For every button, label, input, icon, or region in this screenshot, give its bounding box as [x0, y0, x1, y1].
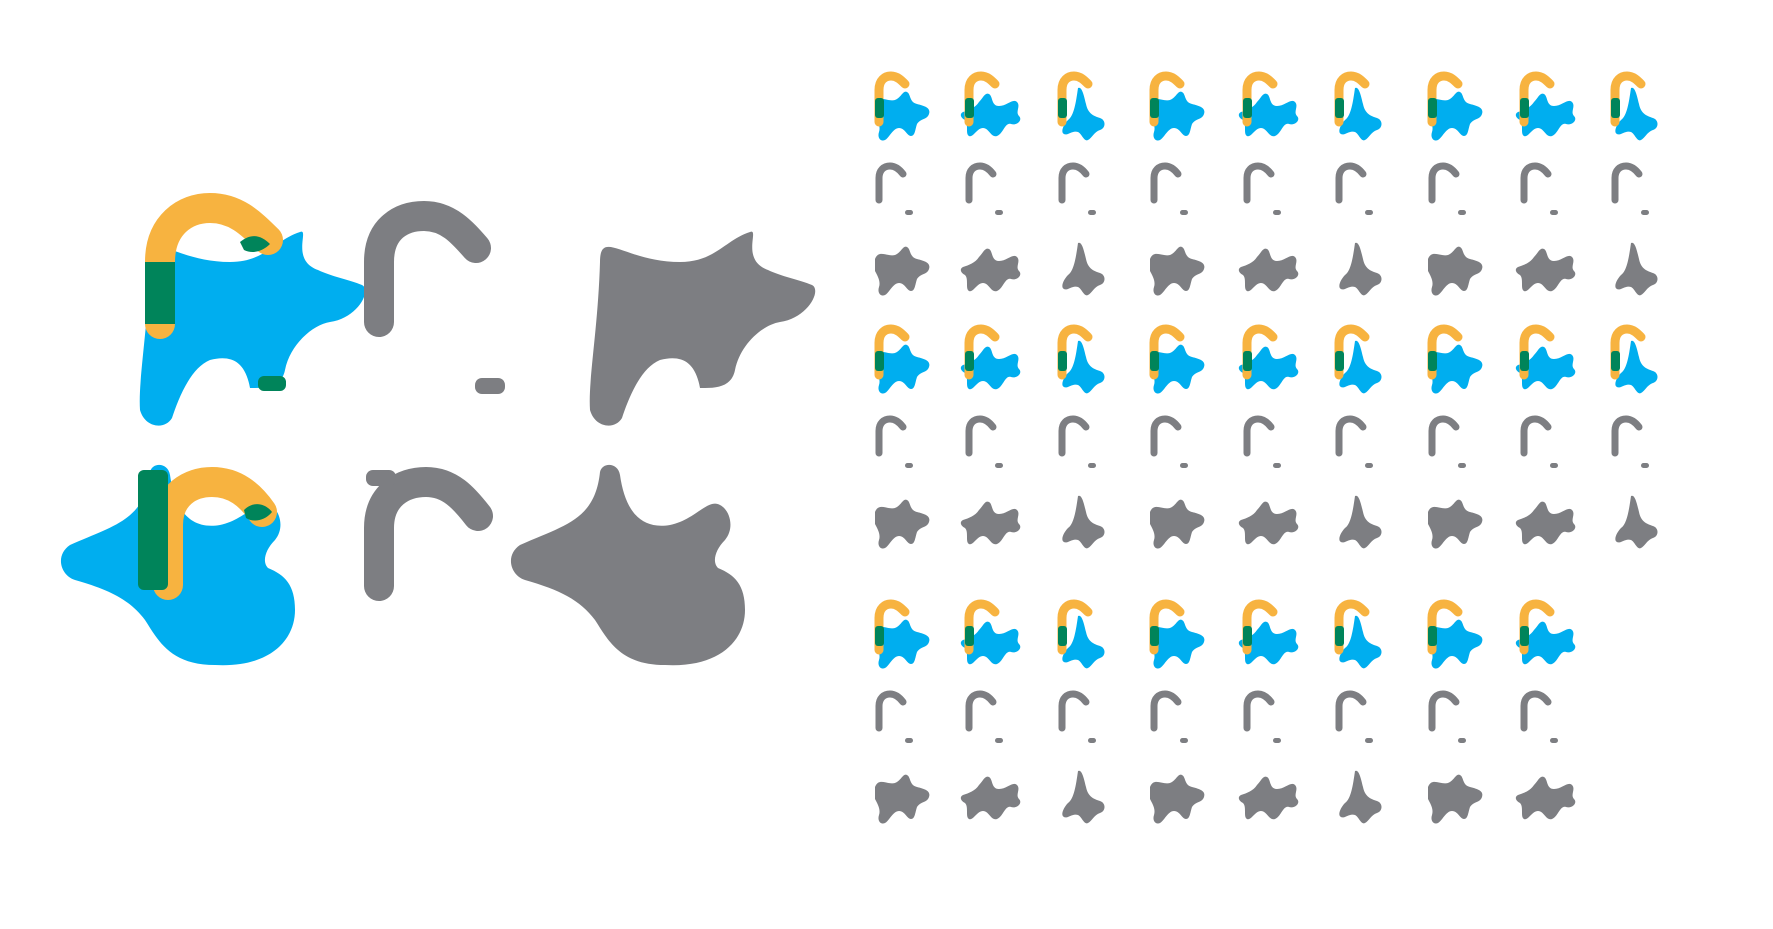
glyph-t-stroke	[965, 690, 1003, 743]
glyph-p-stroke	[1428, 415, 1466, 468]
glyph-o-blob	[1339, 495, 1382, 549]
glyph-z-stroke	[1520, 690, 1558, 743]
glyph-z-combined	[1515, 599, 1576, 665]
glyph-p-blob	[1428, 499, 1483, 549]
glyph-s-blob	[875, 774, 930, 824]
glyph-g-stroke	[1428, 162, 1466, 215]
showcase-p-stroke	[364, 200, 505, 394]
glyph-v-stroke	[1150, 690, 1188, 743]
glyph-w-combined	[1238, 599, 1299, 665]
glyph-w-stroke	[1243, 690, 1281, 743]
glyph-c-blob	[1062, 242, 1105, 296]
glyph-x-blob	[1339, 770, 1382, 824]
glyph-a-blob	[875, 246, 930, 296]
glyph-l-stroke	[1058, 415, 1096, 468]
glyph-j-blob	[875, 499, 930, 549]
glyph-q-blob	[1515, 501, 1576, 545]
glyph-x-stroke	[1335, 690, 1373, 743]
glyph-i-blob	[1615, 242, 1658, 296]
glyph-o-combined	[1334, 324, 1382, 394]
glyph-t-combined	[960, 599, 1021, 665]
showcase-r-stroke	[364, 466, 493, 601]
glyph-c-stroke	[1058, 162, 1096, 215]
glyph-z-blob	[1515, 776, 1576, 820]
glyph-c-combined	[1057, 71, 1105, 141]
glyph-k-blob	[960, 501, 1021, 545]
glyph-l-combined	[1057, 324, 1105, 394]
glyph-b-combined	[960, 71, 1021, 137]
glyph-g-combined	[1427, 71, 1483, 141]
glyph-r-blob	[1615, 495, 1658, 549]
glyph-r-stroke	[1611, 415, 1649, 468]
glyph-u-blob	[1062, 770, 1105, 824]
glyph-n-stroke	[1243, 415, 1281, 468]
glyph-i-stroke	[1611, 162, 1649, 215]
glyph-v-combined	[1149, 599, 1205, 669]
glyph-u-combined	[1057, 599, 1105, 669]
glyph-b-blob	[960, 248, 1021, 292]
glyph-s-combined	[874, 599, 930, 669]
glyph-i-combined	[1610, 71, 1658, 141]
glyph-e-stroke	[1243, 162, 1281, 215]
showcase-p-blob	[589, 231, 816, 426]
glyph-q-stroke	[1520, 415, 1558, 468]
glyph-y-combined	[1427, 599, 1483, 669]
glyph-b-stroke	[965, 162, 1003, 215]
glyph-k-stroke	[965, 415, 1003, 468]
glyph-n-combined	[1238, 324, 1299, 390]
glyph-l-blob	[1062, 495, 1105, 549]
glyph-f-blob	[1339, 242, 1382, 296]
glyph-o-stroke	[1335, 415, 1373, 468]
glyph-x-combined	[1334, 599, 1382, 669]
glyph-w-blob	[1238, 776, 1299, 820]
glyph-a-combined	[874, 71, 930, 141]
glyph-n-blob	[1238, 501, 1299, 545]
glyph-m-stroke	[1150, 415, 1188, 468]
glyph-q-combined	[1515, 324, 1576, 390]
glyph-s-stroke	[875, 690, 913, 743]
glyph-j-stroke	[875, 415, 913, 468]
showcase-r-blob	[510, 464, 745, 666]
glyph-e-blob	[1238, 248, 1299, 292]
glyph-r-combined	[1610, 324, 1658, 394]
glyph-d-combined	[1149, 71, 1205, 141]
glyph-y-stroke	[1428, 690, 1466, 743]
glyph-j-combined	[874, 324, 930, 394]
glyph-h-blob	[1515, 248, 1576, 292]
glyph-t-blob	[960, 776, 1021, 820]
glyph-e-combined	[1238, 71, 1299, 137]
glyph-h-stroke	[1520, 162, 1558, 215]
glyph-y-blob	[1428, 774, 1483, 824]
glyph-u-stroke	[1058, 690, 1096, 743]
glyph-f-combined	[1334, 71, 1382, 141]
glyph-m-combined	[1149, 324, 1205, 394]
glyph-d-stroke	[1150, 162, 1188, 215]
glyph-d-blob	[1150, 246, 1205, 296]
glyph-g-blob	[1428, 246, 1483, 296]
showcase-r-combined	[60, 464, 296, 666]
alphabet-specimen-grid	[874, 71, 1658, 824]
glyph-p-combined	[1427, 324, 1483, 394]
glyph-h-combined	[1515, 71, 1576, 137]
glyph-m-blob	[1150, 499, 1205, 549]
glyph-v-blob	[1150, 774, 1205, 824]
glyph-a-stroke	[875, 162, 913, 215]
glyph-k-combined	[960, 324, 1021, 390]
showcase-p-combined	[139, 192, 366, 426]
glyph-f-stroke	[1335, 162, 1373, 215]
